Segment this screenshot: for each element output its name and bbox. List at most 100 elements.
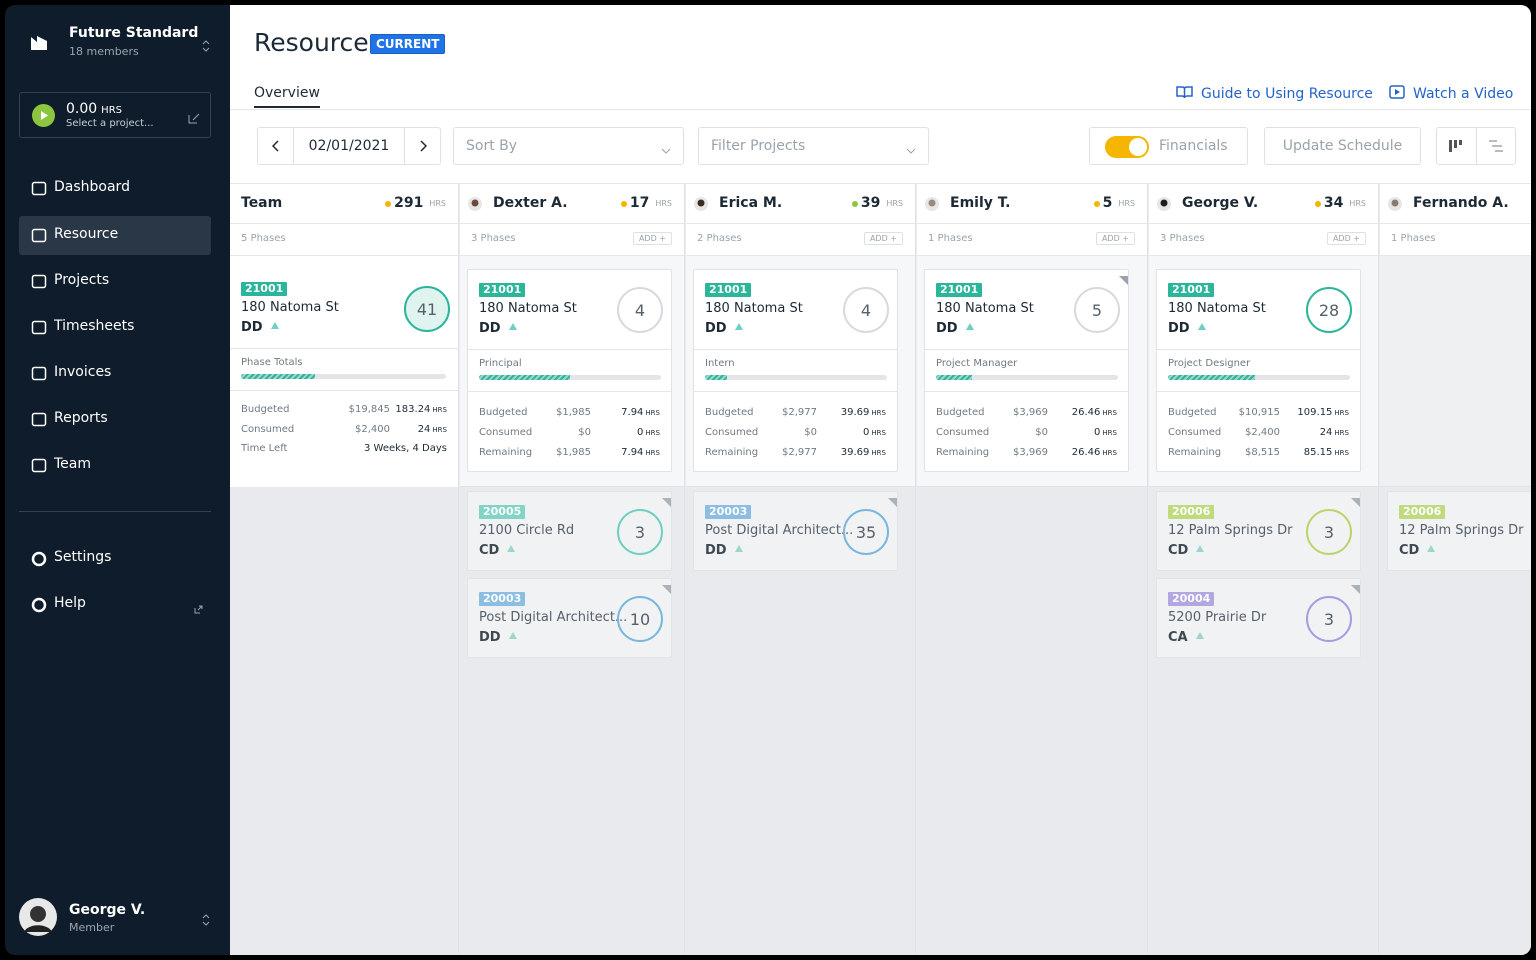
row-hours: 0 HRS [637, 427, 660, 438]
nav-item[interactable]: Projects [19, 262, 211, 301]
dropdown-caret-part [661, 148, 671, 154]
phase-icon [734, 321, 743, 336]
project-card[interactable]: 20003 Post Digital Architect... DD 35 [693, 491, 898, 571]
phase-icon-part [508, 323, 517, 330]
view-icons-part [1437, 128, 1477, 164]
count-ring: 3 [1306, 596, 1352, 642]
nav-item[interactable]: Invoices [19, 354, 211, 393]
financials-toggle[interactable]: Financials [1089, 127, 1248, 165]
count-ring: 41 [404, 286, 450, 332]
view-icons-part [1477, 128, 1516, 164]
add-button[interactable]: ADD + [1326, 232, 1366, 245]
project-address: 180 Natoma St [241, 300, 339, 315]
project-card[interactable]: 20005 2100 Circle Rd CD 3 [467, 491, 672, 571]
row-label: Remaining [1168, 447, 1222, 458]
phases-row: 3 Phases ADD + [460, 224, 684, 256]
phase-card[interactable]: 21001 180 Natoma St DD 28 Project Designer Bu… [1156, 269, 1361, 472]
help-link[interactable]: Guide to Using Resource [1176, 85, 1373, 103]
phase-icon [1196, 543, 1205, 558]
edit-icon [188, 109, 200, 128]
page-title: Resource [254, 28, 369, 57]
hours-dot [1314, 195, 1321, 211]
phase-icon [734, 543, 743, 558]
card-divider [1157, 391, 1360, 392]
nav-item[interactable]: Settings [19, 539, 211, 578]
row-hours: 183.24 HRS [395, 404, 447, 415]
row-hours-unit: HRS [1334, 449, 1349, 457]
corner-flag-part [1351, 585, 1360, 594]
hours-value: 39 [860, 195, 881, 211]
nav-item[interactable]: Help [19, 585, 211, 624]
timer[interactable]: 0.00 HRS Select a project... [19, 92, 211, 138]
phase-card[interactable]: 21001 180 Natoma St DD 41 Phase Totals Budget… [230, 256, 458, 487]
count-ring: 35 [843, 509, 889, 555]
nav-item[interactable]: Timesheets [19, 308, 211, 347]
progress-bar [936, 375, 1118, 380]
phase-card[interactable]: 21001 180 Natoma St DD 4 Principal Budgeted $1… [467, 269, 672, 472]
count-ring: 3 [1306, 509, 1352, 555]
phase-icon [1427, 543, 1436, 558]
update-button[interactable]: Update Schedule [1264, 127, 1421, 165]
link-icon-part [1176, 86, 1193, 99]
project-card[interactable]: 20003 Post Digital Architect... DD 10 [467, 578, 672, 658]
row-hours-unit: HRS [432, 425, 447, 434]
dropdown[interactable]: Sort By [453, 127, 684, 165]
dropdown-label: Sort By [466, 138, 518, 154]
count-value: 41 [416, 299, 438, 319]
card-divider [230, 348, 458, 349]
date-picker[interactable]: 02/01/2021 [257, 127, 441, 165]
phase-icon [507, 543, 516, 558]
nav-label: Invoices [54, 364, 112, 380]
avatar-part [697, 199, 705, 207]
nav-icon-part [31, 181, 47, 196]
phase-icon-part [1427, 545, 1436, 552]
help-link[interactable]: Watch a Video [1389, 85, 1513, 103]
corner-flag-part [1351, 498, 1360, 507]
dropdown-caret-part [906, 148, 916, 154]
nav-item[interactable]: Dashboard [19, 169, 211, 208]
project-card[interactable]: 20006 12 Palm Springs Dr CD 3 [1156, 491, 1361, 571]
row-label: Consumed [241, 423, 295, 435]
row-hours-unit: HRS [871, 429, 886, 437]
nav-icon-part [31, 458, 47, 473]
corner-flag [888, 492, 897, 511]
row-hours: 26.46 HRS [1072, 407, 1117, 418]
card-divider [1157, 349, 1360, 350]
main-panel: Resource CURRENT Overview Guide to Using Re… [230, 5, 1531, 955]
card-divider [925, 349, 1128, 350]
column: George V. 34 HRS 3 Phases ADD + 21001 180 Nato… [1149, 184, 1379, 955]
project-card[interactable]: 20004 5200 Prairie Dr CA 3 [1156, 578, 1361, 658]
avatar-part [1157, 197, 1171, 211]
phases-row: 1 Phases [1380, 224, 1531, 256]
nav-item[interactable]: Resource [19, 216, 211, 255]
project-card[interactable]: 20006 12 Palm Springs Dr CD [1387, 491, 1531, 571]
phase-card[interactable]: 21001 180 Natoma St DD 4 Intern Budgeted $2,97… [693, 269, 898, 472]
add-button[interactable]: ADD + [863, 232, 903, 245]
add-button[interactable]: ADD + [1095, 232, 1135, 245]
nav-icon [31, 366, 47, 386]
nav-icon [31, 320, 47, 340]
phase-card[interactable]: 21001 180 Natoma St DD 5 Project Manager Budg… [924, 269, 1129, 472]
phase-icon-part [507, 545, 516, 552]
avatar-part [1391, 199, 1399, 207]
tab[interactable]: Overview [254, 85, 320, 108]
view-icons-part [1454, 140, 1458, 148]
column-header: Fernando A. [1380, 184, 1531, 224]
project-phase: DD [479, 321, 517, 336]
hours-unit: HRS [886, 198, 903, 208]
nav-icon-part [31, 228, 47, 243]
dropdown[interactable]: Filter Projects [698, 127, 929, 165]
nav-icon-part [31, 366, 47, 381]
avatar [925, 196, 939, 215]
phase-icon-part [508, 632, 517, 639]
row-label: Budgeted [241, 404, 290, 415]
view-toggle[interactable] [1436, 127, 1516, 165]
add-button[interactable]: ADD + [632, 232, 672, 245]
row-hours-value: 0 [637, 427, 644, 438]
timer-unit: HRS [101, 105, 122, 116]
hours-dot [385, 195, 392, 211]
nav-item[interactable]: Team [19, 446, 211, 485]
play-button-part [32, 104, 55, 127]
timer-value: 0.00 [66, 101, 98, 117]
nav-item[interactable]: Reports [19, 400, 211, 439]
